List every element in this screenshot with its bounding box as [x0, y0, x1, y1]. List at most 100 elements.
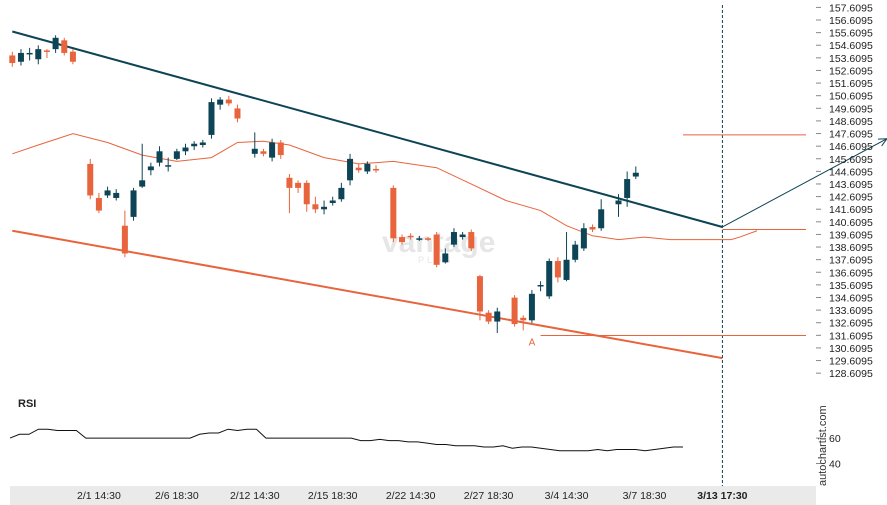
moving-average-line [12, 133, 758, 241]
y-tick-label: 145.6095 [829, 154, 873, 166]
y-tick-label: 128.6095 [829, 368, 873, 380]
candle-body [182, 147, 189, 152]
y-tick-label: 146.6095 [829, 141, 873, 153]
candle-body [416, 238, 423, 240]
candle-body [87, 163, 94, 196]
y-tick-label: 135.6095 [829, 280, 873, 292]
candle-body [450, 232, 457, 245]
candle-body [511, 297, 518, 325]
y-tick-label: 142.6095 [829, 192, 873, 204]
candle-body [277, 142, 284, 156]
candle-body [35, 49, 42, 60]
x-tick-label: 2/15 18:30 [308, 490, 358, 502]
candle-body [147, 166, 154, 171]
candle-body [217, 99, 224, 105]
x-tick-label: 3/7 18:30 [623, 490, 667, 502]
channel-layer [12, 30, 723, 360]
y-tick-label: 136.6095 [829, 267, 873, 279]
rsi-tick-label: 60 [829, 433, 841, 445]
point-a-label: A [529, 337, 536, 348]
candle-body [424, 238, 431, 240]
candle-body [554, 261, 561, 278]
candle-body [563, 259, 570, 280]
y-tick-label: 149.6095 [829, 103, 873, 115]
autochartist-credit: autochartist.com [817, 405, 829, 486]
y-tick-label: 156.6095 [829, 15, 873, 27]
candle-body [303, 182, 310, 205]
y-tick-label: 134.6095 [829, 292, 873, 304]
moving-average-layer [12, 133, 758, 241]
forecast-arrow-line [722, 138, 887, 228]
candle-body [9, 55, 16, 64]
candle-body [347, 158, 354, 181]
candle-body [165, 165, 172, 167]
candle-body [468, 232, 475, 249]
candle-body [364, 163, 371, 172]
candle-body [433, 234, 440, 265]
candle-body [312, 204, 319, 210]
candle-body [528, 293, 535, 321]
y-tick-label: 154.6095 [829, 40, 873, 52]
y-tick-label: 133.6095 [829, 305, 873, 317]
y-tick-label: 132.6095 [829, 318, 873, 330]
upper-trendline [12, 30, 723, 228]
y-tick-label: 137.6095 [829, 255, 873, 267]
candle-body [269, 142, 276, 158]
y-tick-label: 144.6095 [829, 166, 873, 178]
lower-trendline [12, 229, 723, 360]
candle-body [373, 168, 380, 171]
candle-body [485, 312, 492, 322]
candle-body [104, 190, 111, 196]
candle-body [615, 200, 622, 205]
y-tick-label: 140.6095 [829, 217, 873, 229]
y-tick-label: 150.6095 [829, 91, 873, 103]
candle-body [95, 197, 102, 211]
candle-body [61, 40, 68, 53]
candle-body [537, 284, 544, 287]
candle-body [390, 187, 397, 239]
x-tick-label: 2/12 14:30 [230, 490, 280, 502]
candle-body [494, 311, 501, 322]
candle-body [191, 143, 198, 147]
y-tick-label: 141.6095 [829, 204, 873, 216]
y-tick-label: 131.6095 [829, 330, 873, 342]
rsi-panel: RSI 60 40 [9, 398, 841, 470]
y-tick-label: 155.6095 [829, 28, 873, 40]
candle-body [69, 51, 76, 62]
candle-body [329, 200, 336, 204]
y-tick-label: 157.6095 [829, 2, 873, 14]
y-tick-label: 139.6095 [829, 229, 873, 241]
x-tick-label: 3/13 17:30 [697, 490, 747, 502]
y-tick-label: 143.6095 [829, 179, 873, 191]
candle-body [173, 151, 180, 159]
candle-body [234, 108, 241, 119]
candle-body [225, 99, 232, 104]
candle-body [321, 206, 328, 210]
y-tick-label: 130.6095 [829, 343, 873, 355]
y-tick-label: 148.6095 [829, 116, 873, 128]
candle-body [399, 237, 405, 243]
x-axis-band [10, 486, 816, 505]
rsi-line [9, 428, 683, 452]
candle-body [286, 177, 293, 188]
candle-body [26, 52, 33, 55]
candle-body [130, 190, 137, 217]
candle-body [260, 151, 267, 154]
candle-body [459, 234, 466, 238]
candle-body [208, 102, 215, 135]
rsi-tick-label: 40 [829, 458, 841, 470]
rsi-label: RSI [18, 398, 36, 410]
candle-body [17, 52, 24, 62]
x-tick-label: 2/1 14:30 [77, 490, 121, 502]
x-tick-label: 2/22 14:30 [386, 490, 436, 502]
y-axis-ticks: 157.6095156.6095155.6095154.6095153.6095… [816, 2, 873, 380]
candle-body [121, 225, 128, 254]
x-tick-label: 2/27 18:30 [464, 490, 514, 502]
candle-body [199, 142, 206, 145]
y-tick-label: 153.6095 [829, 53, 873, 65]
y-tick-label: 129.6095 [829, 356, 873, 368]
candle-body [407, 235, 414, 238]
candle-body [139, 180, 146, 187]
